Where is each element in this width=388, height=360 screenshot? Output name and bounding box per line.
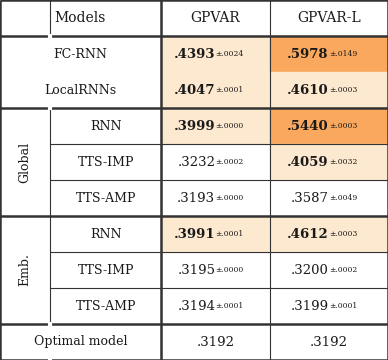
Text: .3192: .3192 <box>310 336 348 348</box>
Text: ±.0032: ±.0032 <box>329 158 357 166</box>
Text: RNN: RNN <box>90 228 121 240</box>
Text: .3199: .3199 <box>291 300 329 312</box>
Bar <box>270 108 388 144</box>
Text: TTS-IMP: TTS-IMP <box>78 156 134 168</box>
Text: .3192: .3192 <box>196 336 234 348</box>
Bar <box>270 144 388 180</box>
Text: .4059: .4059 <box>287 156 329 168</box>
Text: ±.0049: ±.0049 <box>329 194 357 202</box>
Text: RNN: RNN <box>90 120 121 132</box>
Text: .5440: .5440 <box>287 120 329 132</box>
Text: TTS-AMP: TTS-AMP <box>76 300 136 312</box>
Text: .3194: .3194 <box>177 300 215 312</box>
Text: .5978: .5978 <box>288 48 329 60</box>
Bar <box>270 216 388 252</box>
Text: TTS-IMP: TTS-IMP <box>78 264 134 276</box>
Text: .3232: .3232 <box>177 156 215 168</box>
Bar <box>161 108 270 144</box>
Text: ±.0001: ±.0001 <box>215 86 244 94</box>
Text: .3999: .3999 <box>174 120 215 132</box>
Text: ±.0002: ±.0002 <box>215 158 244 166</box>
Text: ±.0000: ±.0000 <box>215 122 244 130</box>
Text: GPVAR-L: GPVAR-L <box>297 11 361 25</box>
Text: ±.0003: ±.0003 <box>329 86 357 94</box>
Text: ±.0002: ±.0002 <box>329 266 357 274</box>
Text: .3193: .3193 <box>177 192 215 204</box>
Text: LocalRNNs: LocalRNNs <box>45 84 116 96</box>
Text: .4393: .4393 <box>174 48 215 60</box>
Text: ±.0000: ±.0000 <box>215 266 244 274</box>
Text: Optimal model: Optimal model <box>34 336 127 348</box>
Text: GPVAR: GPVAR <box>191 11 240 25</box>
Text: ±.0001: ±.0001 <box>215 302 244 310</box>
Text: ±.0001: ±.0001 <box>215 230 244 238</box>
Text: .4612: .4612 <box>287 228 329 240</box>
Text: .3200: .3200 <box>291 264 329 276</box>
Text: .4047: .4047 <box>174 84 215 96</box>
Text: .3195: .3195 <box>177 264 215 276</box>
Text: ±.0003: ±.0003 <box>329 230 357 238</box>
Text: ±.0000: ±.0000 <box>215 194 244 202</box>
Bar <box>161 72 270 108</box>
Text: ±.0003: ±.0003 <box>329 122 357 130</box>
Text: ±.0024: ±.0024 <box>215 50 244 58</box>
Text: TTS-AMP: TTS-AMP <box>76 192 136 204</box>
Text: .3587: .3587 <box>291 192 329 204</box>
Bar <box>270 36 388 72</box>
Text: ±.0149: ±.0149 <box>329 50 357 58</box>
Text: Global: Global <box>19 141 32 183</box>
Text: Models: Models <box>55 11 106 25</box>
Text: ±.0001: ±.0001 <box>329 302 357 310</box>
Bar <box>161 216 270 252</box>
Bar <box>270 72 388 108</box>
Bar <box>161 36 270 72</box>
Text: Emb.: Emb. <box>19 253 32 287</box>
Text: .4610: .4610 <box>287 84 329 96</box>
Text: FC-RNN: FC-RNN <box>54 48 107 60</box>
Text: .3991: .3991 <box>174 228 215 240</box>
